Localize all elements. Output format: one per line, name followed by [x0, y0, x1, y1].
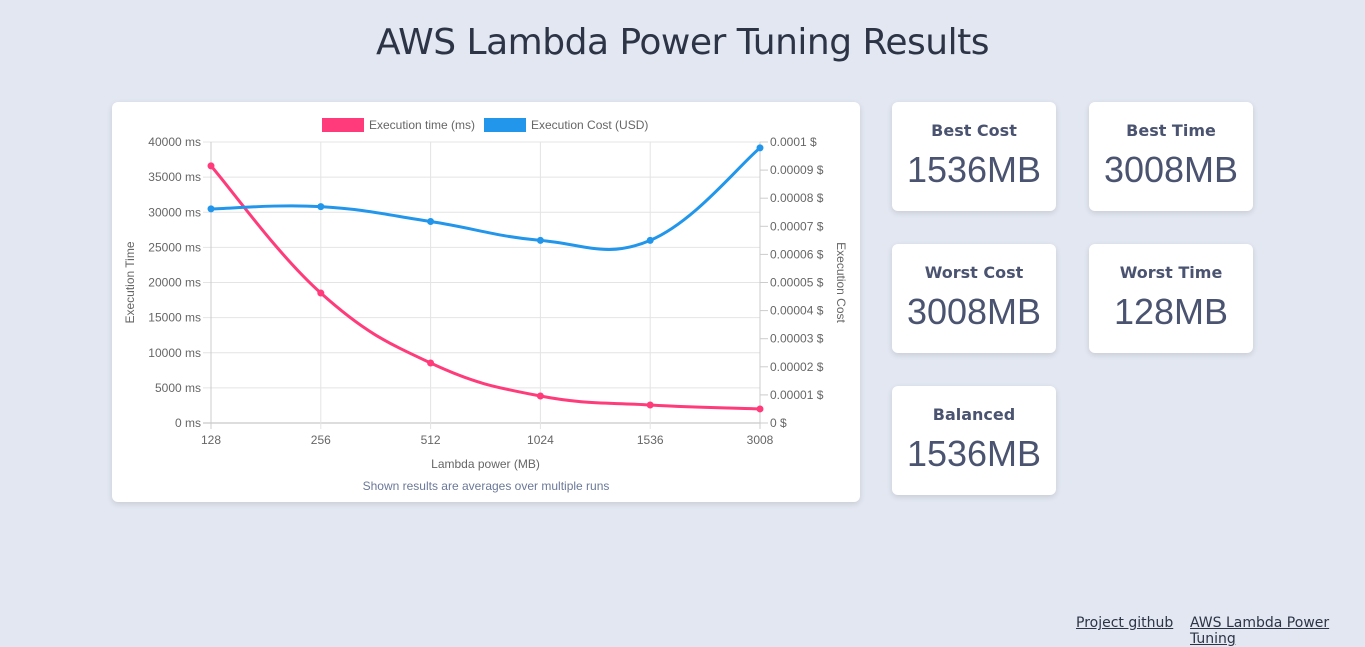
data-point: [317, 203, 325, 211]
card-label: Balanced: [932, 405, 1016, 424]
x-tick-label: 128: [201, 433, 221, 447]
card-value: 1536MB: [906, 149, 1042, 190]
data-point: [427, 218, 435, 226]
data-point: [646, 401, 654, 409]
card-worst-cost: Worst Cost 3008MB: [892, 244, 1056, 353]
legend-label: Execution Cost (USD): [531, 118, 648, 132]
y-right-tick-label: 0.0001 $: [770, 135, 817, 149]
card-label: Best Cost: [931, 121, 1017, 140]
y-left-tick-label: 5000 ms: [155, 381, 201, 395]
chart-caption: Shown results are averages over multiple…: [362, 479, 610, 493]
card-value: 3008MB: [906, 291, 1042, 332]
y-right-tick-label: 0.00002 $: [770, 360, 824, 374]
data-point: [207, 162, 215, 170]
y-right-tick-label: 0.00006 $: [770, 247, 824, 261]
legend-label: Execution time (ms): [369, 118, 475, 132]
data-point: [756, 144, 764, 152]
card-value: 3008MB: [1103, 149, 1239, 190]
data-point: [317, 289, 325, 297]
x-tick-label: 1536: [637, 433, 664, 447]
y-left-axis-title: Execution Time: [123, 241, 137, 323]
y-left-tick-label: 15000 ms: [148, 311, 201, 325]
series-line-execution-time: [209, 164, 761, 411]
y-left-tick-label: 35000 ms: [148, 170, 201, 184]
x-tick-label: 256: [311, 433, 331, 447]
page-title: AWS Lambda Power Tuning Results: [376, 22, 990, 63]
data-point: [207, 205, 215, 213]
y-right-tick-label: 0.00004 $: [770, 304, 824, 318]
x-tick-label: 1024: [527, 433, 554, 447]
y-right-axis-title: Execution Cost: [834, 242, 848, 323]
y-right-tick-label: 0.00003 $: [770, 332, 824, 346]
card-worst-time: Worst Time 128MB: [1089, 244, 1253, 353]
card-label: Best Time: [1126, 121, 1216, 140]
card-value: 1536MB: [906, 433, 1042, 474]
series-line-execution-cost: [210, 146, 761, 251]
y-right-tick-label: 0.00008 $: [770, 191, 824, 205]
data-point: [536, 392, 544, 400]
y-right-tick-label: 0.00007 $: [770, 219, 824, 233]
y-left-tick-label: 30000 ms: [148, 205, 201, 219]
y-left-tick-label: 20000 ms: [148, 276, 201, 290]
card-label: Worst Time: [1119, 263, 1223, 282]
data-point: [646, 236, 654, 244]
line-chart: 0 ms 5000 ms 10000 ms 15000 ms 20000 ms 25000…: [123, 118, 848, 471]
project-github-link[interactable]: Project github: [1076, 615, 1174, 631]
y-left-tick-label: 0 ms: [175, 416, 201, 430]
x-axis-title: Lambda power (MB): [431, 457, 540, 471]
legend-swatch: [484, 118, 526, 132]
card-label: Worst Cost: [924, 263, 1024, 282]
y-left-tick-label: 40000 ms: [148, 135, 201, 149]
card-value: 128MB: [1113, 291, 1229, 332]
y-right-tick-label: 0.00001 $: [770, 388, 824, 402]
y-right-tick-label: 0.00009 $: [770, 163, 824, 177]
chart-card: 0 ms 5000 ms 10000 ms 15000 ms 20000 ms 25000…: [112, 102, 860, 502]
y-right-tick-label: 0 $: [770, 416, 787, 430]
x-tick-label: 3008: [747, 433, 774, 447]
y-right-tick-label: 0.00005 $: [770, 276, 824, 290]
x-tick-label: 512: [421, 433, 441, 447]
data-point: [536, 236, 544, 244]
card-best-time: Best Time 3008MB: [1089, 102, 1253, 211]
card-best-cost: Best Cost 1536MB: [892, 102, 1056, 211]
card-balanced: Balanced 1536MB: [892, 386, 1056, 495]
data-point: [427, 359, 435, 367]
aws-lambda-power-tuning-link[interactable]: AWS Lambda Power Tuning: [1190, 615, 1330, 647]
legend-swatch: [322, 118, 364, 132]
data-point: [756, 405, 764, 413]
y-left-tick-label: 25000 ms: [148, 240, 201, 254]
y-left-tick-label: 10000 ms: [148, 346, 201, 360]
